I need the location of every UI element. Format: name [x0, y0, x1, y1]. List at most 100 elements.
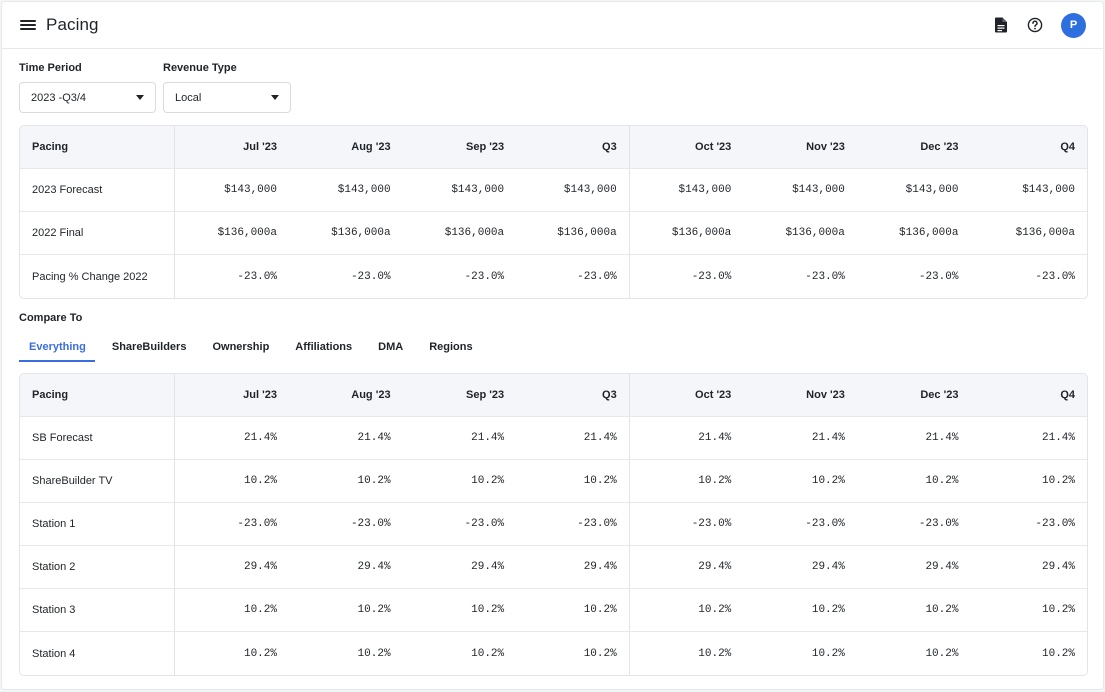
hamburger-menu-icon[interactable]	[20, 18, 36, 32]
table-cell: 10.2%	[1042, 647, 1076, 660]
tab-everything[interactable]: Everything	[19, 336, 95, 362]
column-header-sep-23: Sep '23	[466, 389, 505, 401]
table-cell: -23.0%	[691, 270, 732, 283]
table-cell: -23.0%	[237, 518, 277, 530]
table-cell: 29.4%	[698, 561, 732, 573]
table-cell: $136,000a	[1015, 227, 1076, 239]
table-cell: 10.2%	[925, 475, 959, 487]
table-cell: -23.0%	[805, 518, 845, 530]
row-label: ShareBuilder TV	[20, 460, 176, 502]
table-cell: 10.2%	[357, 604, 391, 616]
table-cell: 29.4%	[925, 561, 959, 573]
time-period-label: Time Period	[19, 62, 82, 74]
table-cell: 10.2%	[811, 475, 845, 487]
column-header-nov-23: Nov '23	[806, 389, 845, 401]
table-row: 2023 Forecast $143,000 $143,000 $143,000 $14…	[20, 169, 1087, 212]
filters-bar: Time Period 2023 -Q3/4 Revenue Type Loca…	[19, 62, 291, 113]
table-cell: $136,000a	[899, 227, 959, 239]
column-header-jul-23: Jul '23	[243, 141, 277, 153]
table-cell: -23.0%	[237, 270, 277, 283]
table-cell: $136,000a	[217, 227, 277, 239]
table-cell: 21.4%	[471, 432, 505, 444]
caret-down-icon	[136, 95, 144, 100]
tab-ownership[interactable]: Ownership	[212, 341, 270, 353]
table-cell: 29.4%	[516, 546, 630, 588]
table-row: Pacing % Change 2022 -23.0% -23.0% -23.0% -2…	[20, 255, 1087, 298]
table-cell: 10.2%	[471, 475, 505, 487]
table-cell: $143,000	[1022, 184, 1076, 196]
table-row: ShareBuilder TV 10.2% 10.2% 10.2% 10.2% 10.2%…	[20, 460, 1087, 503]
column-header-q3: Q3	[516, 126, 630, 168]
table-cell: 29.4%	[811, 561, 845, 573]
table-cell: 29.4%	[1042, 561, 1076, 573]
user-avatar[interactable]: P	[1061, 12, 1086, 38]
document-icon[interactable]	[989, 13, 1013, 37]
table-cell: 10.2%	[698, 647, 732, 660]
table-cell: $136,000a	[516, 212, 630, 254]
table-cell: 10.2%	[471, 647, 505, 660]
table-cell: 10.2%	[698, 604, 732, 616]
table-cell: 29.4%	[471, 561, 505, 573]
column-header-q3: Q3	[516, 374, 630, 416]
table-row: Station 1 -23.0% -23.0% -23.0% -23.0% -23.0% -…	[20, 503, 1087, 546]
row-label: Pacing % Change 2022	[20, 255, 176, 298]
table-cell: 21.4%	[698, 432, 732, 444]
table-row: Station 3 10.2% 10.2% 10.2% 10.2% 10.2% 10.2% 1…	[20, 589, 1087, 632]
table-cell: 10.2%	[925, 604, 959, 616]
table-cell: -23.0%	[1035, 518, 1076, 530]
caret-down-icon	[271, 95, 279, 100]
revenue-type-select[interactable]: Local	[163, 82, 291, 113]
tab-sharebuilders[interactable]: ShareBuilders	[111, 341, 187, 353]
column-header-oct-23: Oct '23	[695, 141, 732, 153]
table-cell: $143,000	[905, 184, 959, 196]
tab-affiliations[interactable]: Affiliations	[295, 341, 353, 353]
pacing-table: Pacing Jul '23 Aug '23 Sep '23 Q3 Oct '23 Nov …	[19, 125, 1088, 299]
table-cell: 10.2%	[471, 604, 505, 616]
table-cell: -23.0%	[464, 270, 505, 283]
table-cell: 21.4%	[1042, 432, 1076, 444]
table-cell: -23.0%	[1035, 270, 1076, 283]
table-cell: $136,000a	[671, 227, 732, 239]
column-header-q4: Q4	[1060, 389, 1076, 401]
table-cell: 10.2%	[243, 647, 277, 660]
table-cell: 29.4%	[243, 561, 277, 573]
table-cell: 10.2%	[516, 460, 630, 502]
table-row: SB Forecast 21.4% 21.4% 21.4% 21.4% 21.4% 21.4…	[20, 417, 1087, 460]
row-label: SB Forecast	[20, 417, 176, 459]
time-period-select[interactable]: 2023 -Q3/4	[19, 82, 156, 113]
table-cell: 10.2%	[516, 632, 630, 675]
page-title: Pacing	[46, 15, 99, 34]
table-cell: 10.2%	[243, 604, 277, 616]
column-header-oct-23: Oct '23	[695, 389, 732, 401]
compare-to-label: Compare To	[19, 312, 83, 324]
table-cell: $143,000	[678, 184, 732, 196]
table-cell: 10.2%	[811, 647, 845, 660]
table-cell: $136,000a	[444, 227, 505, 239]
table-cell: -23.0%	[918, 518, 959, 530]
revenue-type-label: Revenue Type	[163, 62, 237, 74]
table-cell: 10.2%	[1042, 475, 1076, 487]
table-cell: -23.0%	[691, 518, 732, 530]
row-label: 2023 Forecast	[20, 169, 176, 211]
table-cell: -23.0%	[516, 255, 630, 298]
table-cell: -23.0%	[350, 270, 391, 283]
row-label: Station 3	[20, 589, 176, 631]
table-header-row: Pacing Jul '23 Aug '23 Sep '23 Q3 Oct '23 Nov …	[20, 126, 1087, 169]
help-circle-icon[interactable]	[1023, 13, 1047, 37]
revenue-type-value: Local	[175, 91, 202, 104]
table-header-row: Pacing Jul '23 Aug '23 Sep '23 Q3 Oct '23 Nov …	[20, 374, 1087, 417]
table-cell: 10.2%	[811, 604, 845, 616]
tab-regions[interactable]: Regions	[429, 341, 473, 353]
column-header-dec-23: Dec '23	[920, 389, 959, 401]
column-header-sep-23: Sep '23	[466, 141, 505, 153]
table-cell: -23.0%	[464, 518, 505, 530]
table-cell: -23.0%	[918, 270, 959, 283]
time-period-value: 2023 -Q3/4	[31, 91, 87, 104]
table-cell: 21.4%	[357, 432, 391, 444]
tab-dma[interactable]: DMA	[378, 341, 404, 353]
column-header-aug-23: Aug '23	[351, 141, 391, 153]
column-header-jul-23: Jul '23	[243, 389, 277, 401]
table-cell: 10.2%	[698, 475, 732, 487]
time-period-filter: Time Period 2023 -Q3/4	[19, 62, 156, 113]
